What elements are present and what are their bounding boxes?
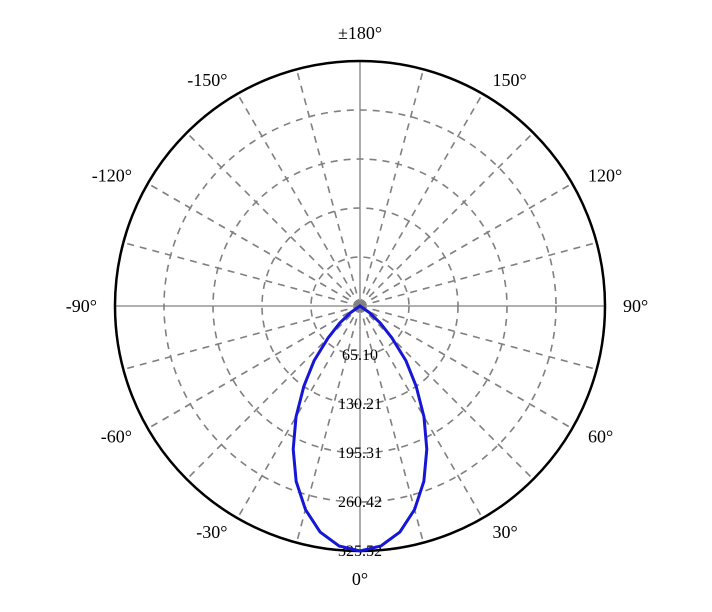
angle-label: 30° (493, 522, 518, 542)
angle-label: -90° (66, 296, 97, 316)
angle-label: 120° (588, 166, 622, 186)
radial-label: 130.21 (338, 396, 382, 413)
angle-label: -60° (101, 427, 132, 447)
polar-plot: ±180° 150° 120° 90° 60° 30° 0° -150° -120° -90° -6… (0, 0, 712, 612)
angle-label: -150° (187, 70, 227, 90)
radial-label: 65.10 (342, 347, 378, 364)
radial-label: 195.31 (338, 445, 382, 462)
angle-label: 60° (588, 427, 613, 447)
angle-label: ±180° (338, 23, 382, 43)
angle-label: 90° (623, 296, 648, 316)
angle-label: 150° (493, 70, 527, 90)
radial-label: 260.42 (338, 494, 382, 511)
angle-label: 0° (352, 569, 368, 589)
angle-label: -30° (196, 522, 227, 542)
angle-label: -120° (92, 166, 132, 186)
